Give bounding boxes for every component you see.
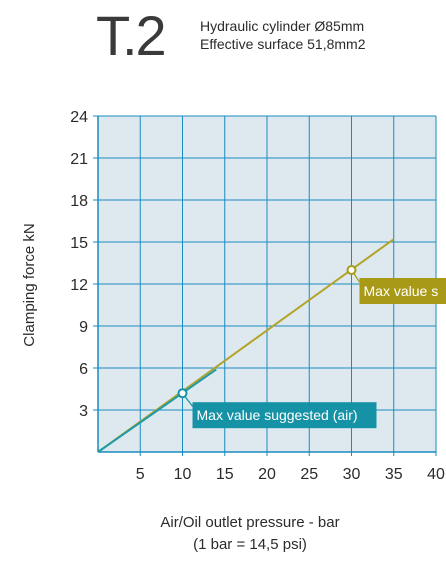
callout-box-oil — [359, 278, 446, 304]
x-tick-label: 20 — [258, 466, 276, 483]
model-code: T.2 — [96, 4, 167, 67]
x-tick-label: 15 — [216, 466, 234, 483]
x-tick-label: 35 — [385, 466, 403, 483]
series-group — [97, 238, 395, 453]
x-tick-label: 25 — [300, 466, 318, 483]
y-tick-label: 18 — [70, 193, 88, 210]
y-axis-label: Clamping force kN — [21, 223, 38, 346]
x-axis-label: Air/Oil outlet pressure - bar — [160, 514, 339, 531]
y-tick-label: 6 — [79, 361, 88, 378]
header: T.2 Hydraulic cylinder Ø85mm Effective s… — [0, 0, 446, 80]
callouts: Max value s Max value suggested (air) — [177, 265, 446, 429]
y-tick-label: 3 — [79, 403, 88, 420]
spec-cylinder: Hydraulic cylinder Ø85mm — [200, 18, 365, 34]
tick-labels: 5 10 15 20 25 30 35 40 3 6 9 12 15 18 21 24 — [70, 109, 445, 483]
series-line-air — [97, 368, 217, 453]
x-tick-label: 5 — [136, 466, 145, 483]
spec-surface: Effective surface 51,8mm2 — [200, 36, 366, 52]
x-tick-label: 40 — [427, 466, 445, 483]
x-axis-unit-note: (1 bar = 14,5 psi) — [193, 536, 307, 553]
callout-marker-air — [177, 388, 188, 399]
y-tick-label: 12 — [70, 277, 88, 294]
y-tick-label: 15 — [70, 235, 88, 252]
callout-label-air: Max value suggested (air) — [197, 407, 358, 423]
axes — [97, 116, 436, 453]
x-tick-label: 10 — [174, 466, 192, 483]
callout-label-oil: Max value s — [364, 283, 439, 299]
y-tick-label: 24 — [70, 109, 88, 126]
callout-box-air — [192, 402, 377, 429]
callout-marker-oil — [346, 265, 357, 275]
y-tick-label: 9 — [79, 319, 88, 336]
x-tick-label: 30 — [343, 466, 361, 483]
y-tick-label: 21 — [70, 151, 88, 168]
